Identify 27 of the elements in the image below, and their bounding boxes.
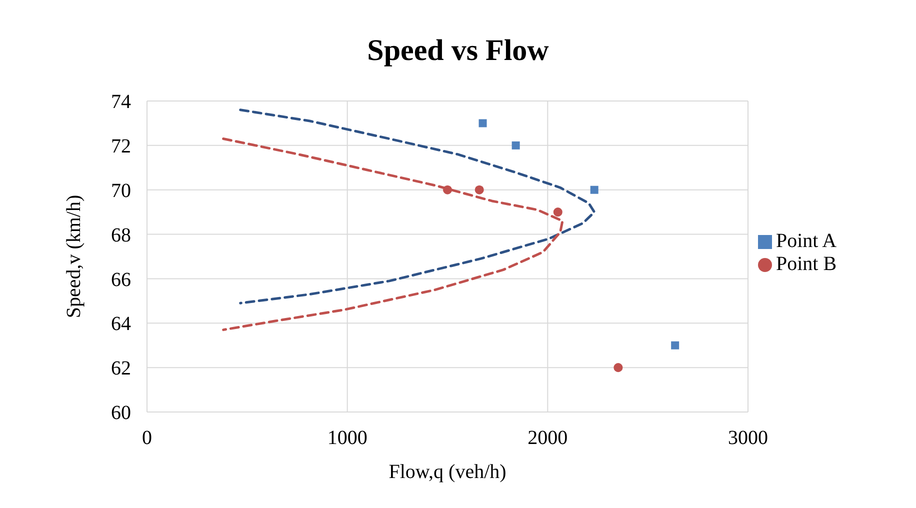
point [442,185,452,194]
y-tick-label: 60 [111,402,131,424]
point [671,341,680,350]
y-tick-label: 74 [111,91,131,114]
y-tick-label: 64 [111,313,131,336]
point [614,363,623,372]
x-axis-title: Flow,q (veh/h) [388,461,506,483]
x-tick-label: 1000 [327,427,368,450]
y-axis-title: Speed,v (km/h) [63,194,86,318]
y-tick-label: 62 [111,358,131,380]
legend-label: Point B [776,253,837,275]
x-tick-label: 0 [142,427,152,450]
chart-title: Speed vs Flow [366,34,550,68]
line-series [222,138,564,332]
point [478,119,487,128]
line-series [239,108,596,304]
y-tick-label: 72 [111,136,131,158]
point [553,208,562,217]
point [590,186,598,194]
point [474,185,484,194]
legend-label: Point A [776,230,837,252]
y-tick-label: 68 [111,224,131,246]
y-tick-label: 70 [111,180,131,202]
point [512,141,520,150]
x-tick-label: 2000 [528,427,568,450]
x-tick-label: 3000 [728,427,768,450]
y-tick-label: 66 [111,268,131,291]
